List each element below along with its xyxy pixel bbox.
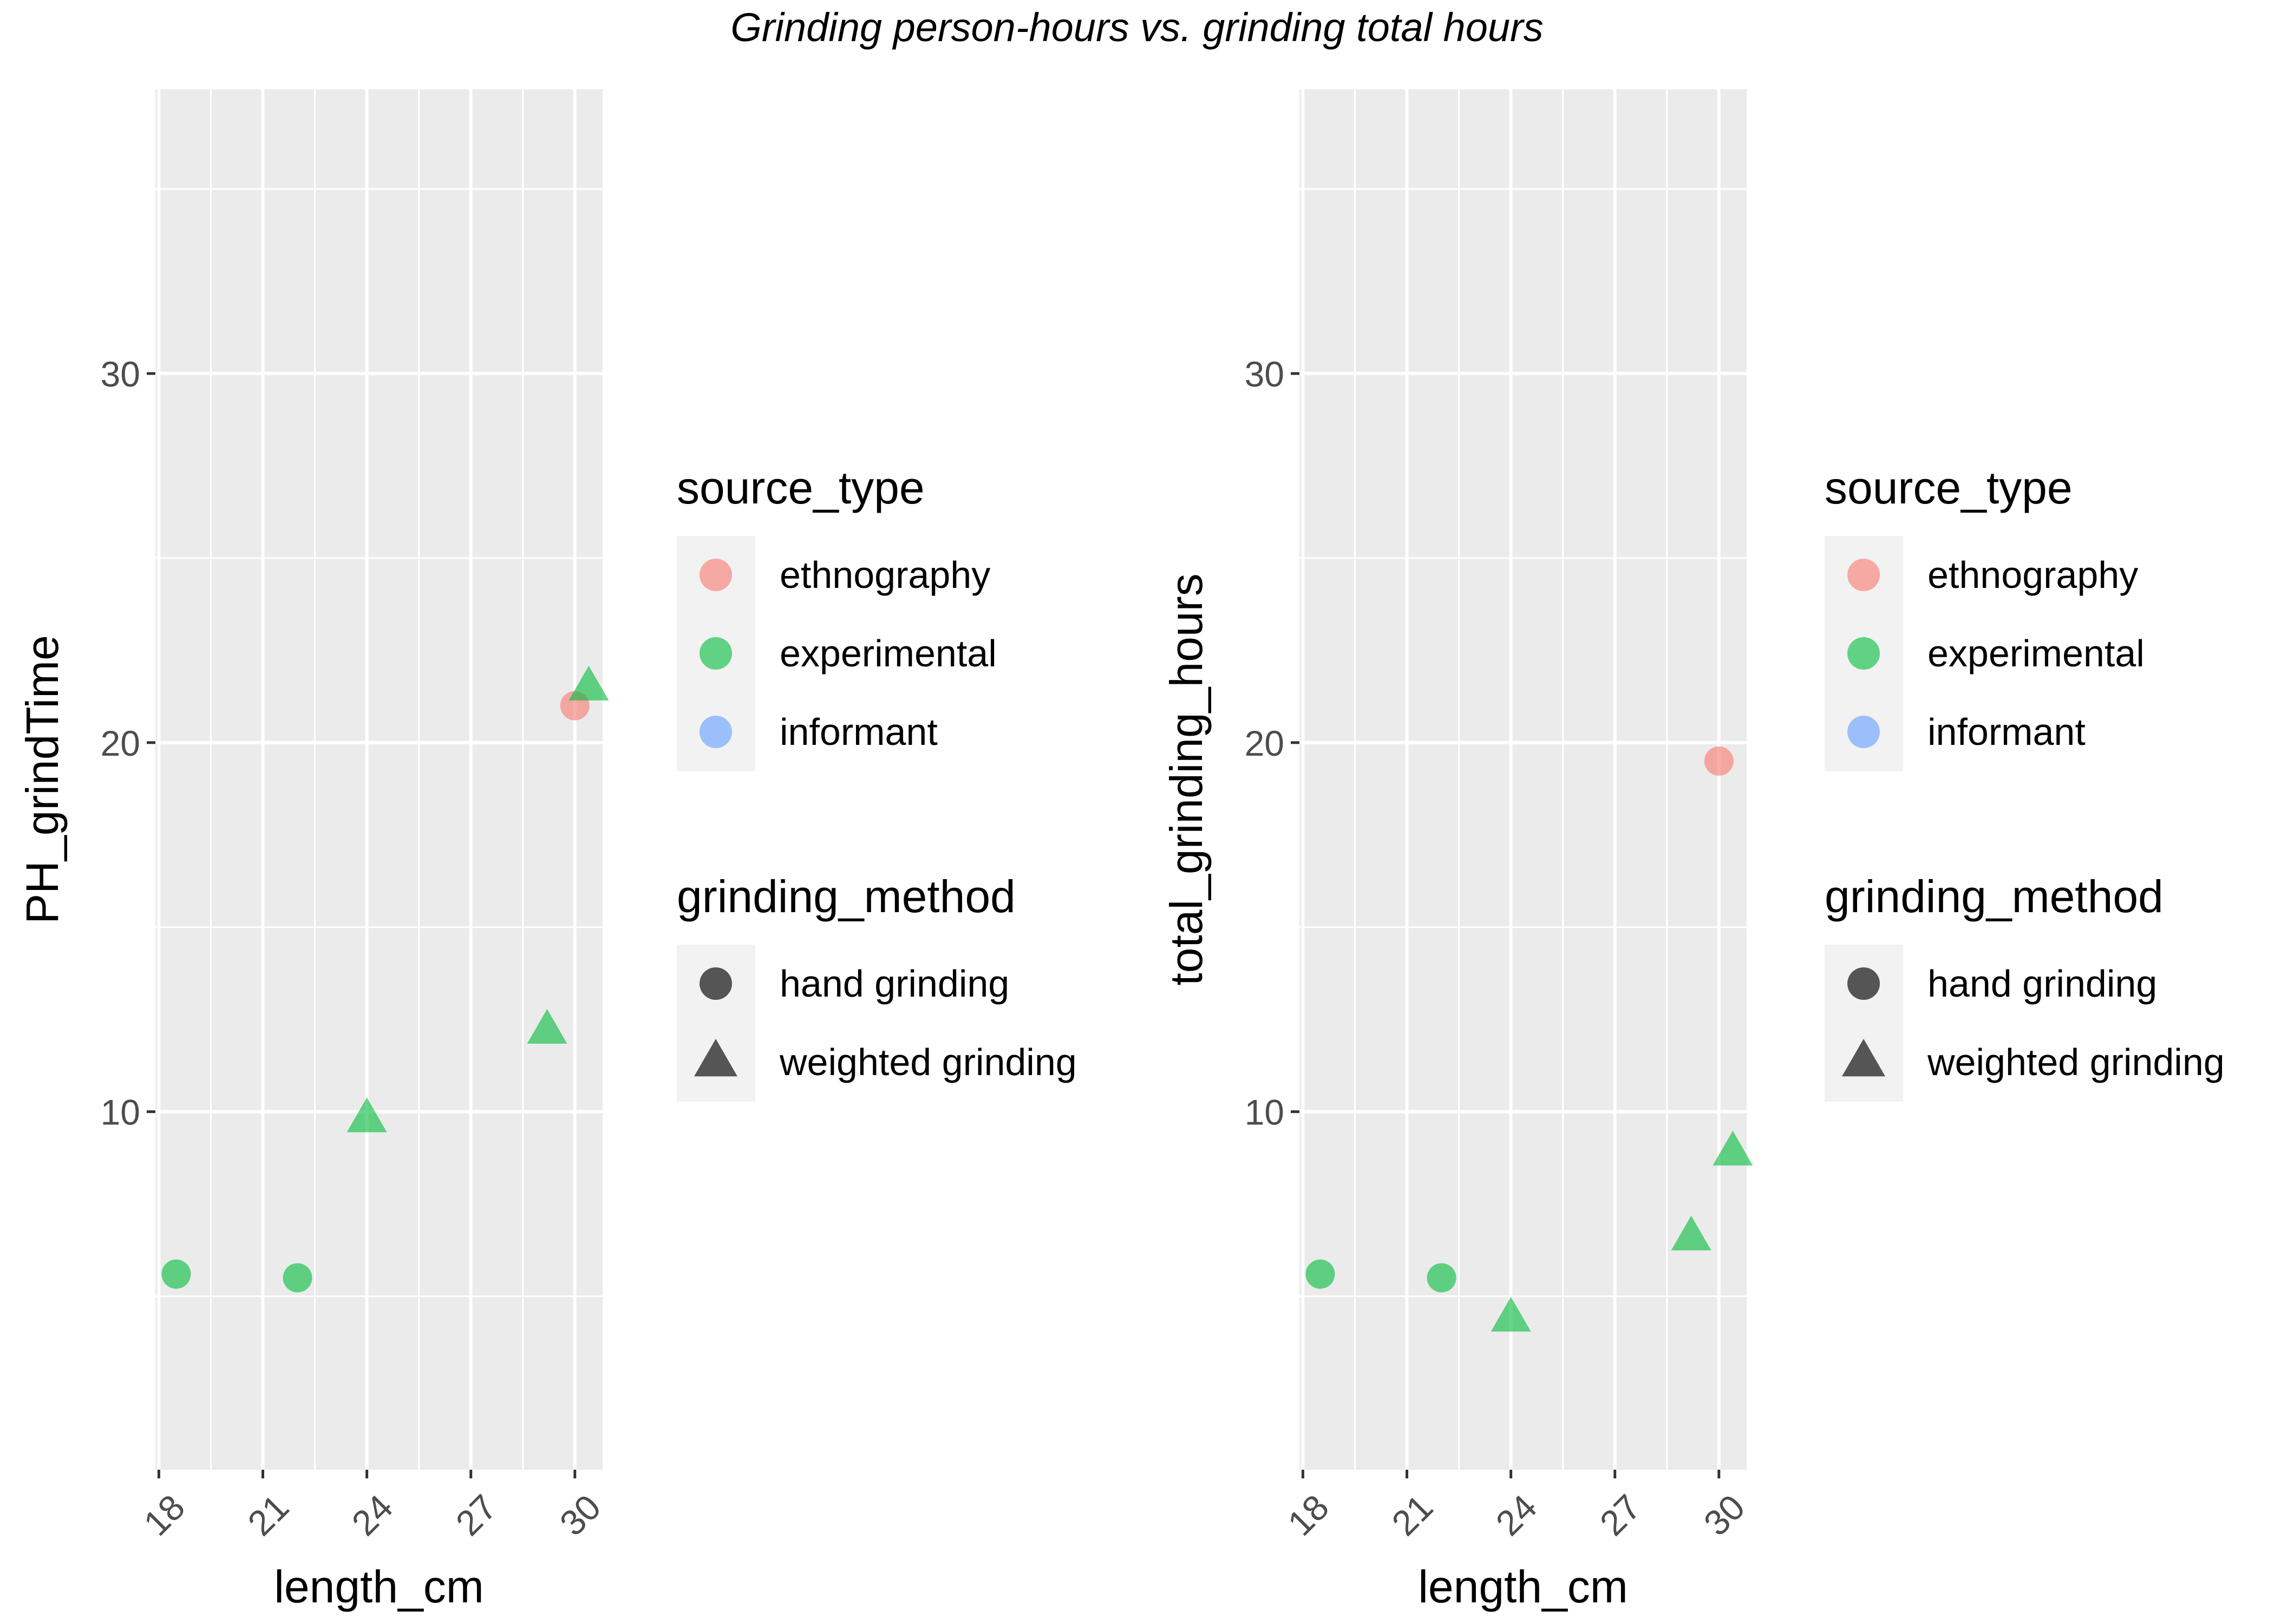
plot-background [155,89,603,1470]
chart-panel-1: 10 20 30 18 21 24 27 30 length_cm PH_grindTime sou… [17,89,1077,1612]
data-point-triangle [1491,1296,1531,1332]
data-point-circle [283,1263,312,1293]
legend-label-experimental: experimental [1927,632,2145,675]
x-tick-label: 18 [1280,1487,1336,1543]
legend: source_type ethnography experimental inform… [677,462,1077,1102]
legend-key-triangle [694,1039,737,1077]
data-point-circle [161,1259,191,1289]
legend-label-hand-grinding: hand grinding [1927,962,2157,1005]
legend-key-ethnography [700,559,732,591]
data-point-triangle [1671,1215,1711,1250]
legend-title-grinding-method: grinding_method [1825,871,2164,922]
x-tick-label: 24 [1488,1487,1544,1543]
legend-key-circle [700,967,732,1000]
legend-key-experimental [700,637,732,670]
legend-key-informant [1847,716,1880,748]
x-tick-label: 27 [1592,1487,1648,1543]
legend-label-ethnography: ethnography [1927,554,2138,596]
data-point-triangle [1713,1130,1753,1165]
data-point-triangle [527,1009,567,1044]
y-tick-label: 10 [101,1092,140,1132]
y-tick-label: 30 [1245,354,1284,394]
x-axis-title: length_cm [1418,1561,1628,1612]
legend-key-informant [700,716,732,748]
legend-label-hand-grinding: hand grinding [780,962,1009,1005]
legend-label-ethnography: ethnography [780,554,990,596]
x-tick-label: 24 [344,1487,400,1543]
x-tick-label: 21 [1384,1487,1440,1543]
y-tick-label: 20 [1245,723,1284,763]
legend-key-triangle [1842,1039,1885,1077]
legend-title-grinding-method: grinding_method [677,871,1016,922]
figure-title: Grinding person-hours vs. grinding total… [730,5,1543,50]
data-point-circle [1427,1263,1456,1293]
legend-key-experimental [1847,637,1880,670]
x-tick-label: 21 [240,1487,296,1543]
legend-title-source-type: source_type [1825,462,2073,513]
data-point-triangle [347,1097,387,1132]
y-tick-label: 10 [1245,1092,1284,1132]
legend-label-weighted-grinding: weighted grinding [779,1041,1077,1083]
legend-label-experimental: experimental [780,632,997,675]
data-point-circle [1704,746,1734,776]
chart-panel-2: 10 20 30 18 21 24 27 30 length_cm total_grinding_… [1161,89,2225,1612]
x-tick-label: 18 [136,1487,192,1543]
legend-label-weighted-grinding: weighted grinding [1927,1041,2225,1083]
data-point-triangle [568,665,609,700]
legend: source_type ethnography experimental inform… [1825,462,2225,1102]
x-tick-label: 27 [448,1487,504,1543]
y-axis-title: PH_grindTime [17,635,68,924]
y-axis-title: total_grinding_hours [1161,573,1212,985]
panels: 10 20 30 18 21 24 27 30 length_cm PH_grindTime sou… [17,89,2225,1612]
legend-label-informant: informant [1927,711,2086,753]
x-tick-label: 30 [1696,1487,1752,1543]
y-tick-label: 30 [101,354,140,394]
legend-key-ethnography [1847,559,1880,591]
legend-label-informant: informant [780,711,938,753]
x-axis-title: length_cm [274,1561,484,1612]
legend-title-source-type: source_type [677,462,925,513]
legend-key-circle [1847,967,1880,1000]
y-tick-label: 20 [101,723,140,763]
x-tick-label: 30 [552,1487,608,1543]
data-point-circle [1305,1259,1335,1289]
plot-background [1299,89,1747,1470]
